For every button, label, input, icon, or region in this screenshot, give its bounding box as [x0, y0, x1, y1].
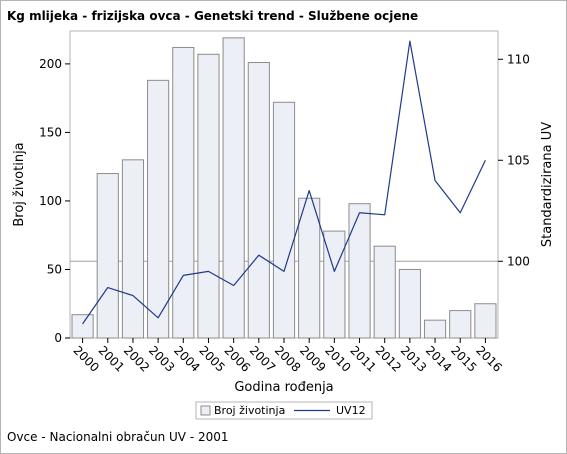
y2-tick-label-105: 105 [507, 153, 530, 167]
x-tick-label-2011: 2011 [347, 343, 378, 374]
legend-label-bar: Broj životinja [214, 404, 285, 417]
y-tick-label-200: 200 [39, 57, 62, 71]
bar-2011 [348, 203, 371, 339]
bar-2007 [247, 62, 270, 339]
bar-2014 [423, 319, 447, 339]
x-tick-label-2006: 2006 [222, 343, 253, 374]
series-line-uv12 [82, 40, 486, 325]
y-tick-label-150: 150 [39, 125, 62, 139]
y-tick-label-100: 100 [39, 194, 62, 208]
x-tick-label-2010: 2010 [322, 343, 353, 374]
x-axis-title: Godina rođenja [234, 380, 333, 395]
x-tick-label-2007: 2007 [247, 343, 278, 374]
x-tick-label-2002: 2002 [121, 343, 152, 374]
y-tick-label-50: 50 [47, 262, 62, 276]
y2-tick-label-100: 100 [507, 254, 530, 268]
legend-label-line: UV12 [336, 404, 366, 417]
bar-2006 [222, 37, 245, 339]
bar-2016 [474, 303, 497, 339]
bar-2004 [172, 46, 195, 339]
bar-2003 [147, 79, 170, 339]
x-tick-label-2000: 2000 [70, 343, 101, 374]
x-tick-label-2009: 2009 [297, 343, 328, 374]
x-tick-label-2005: 2005 [196, 343, 227, 374]
bar-2012 [373, 245, 396, 339]
bar-2005 [197, 53, 220, 339]
x-tick-label-2008: 2008 [272, 343, 303, 374]
chart-title: Kg mlijeka - frizijska ovca - Genetski t… [7, 9, 419, 23]
bar-2008 [272, 101, 296, 339]
legend: Broj životinja UV12 [195, 401, 373, 420]
y-tick-label-0: 0 [54, 331, 62, 345]
x-tick-label-2014: 2014 [423, 343, 454, 374]
bar-2009 [298, 197, 321, 339]
x-tick-label-2016: 2016 [473, 343, 504, 374]
bar-2015 [449, 310, 472, 339]
y-axis-title: Broj životinja [12, 142, 27, 226]
bar-series [71, 37, 497, 339]
legend-swatch-bar [200, 405, 211, 416]
y2-tick-label-110: 110 [507, 52, 530, 66]
line-series [82, 40, 486, 325]
x-tick-label-2001: 2001 [96, 343, 127, 374]
footnote: Ovce - Nacionalni obračun UV - 2001 [7, 430, 229, 444]
x-tick-label-2013: 2013 [398, 343, 429, 374]
bar-2001 [96, 173, 119, 339]
legend-box [195, 401, 373, 420]
bar-2002 [121, 159, 145, 339]
x-tick-label-2004: 2004 [171, 343, 202, 374]
bar-2000 [71, 314, 94, 339]
bar-2013 [398, 268, 421, 339]
x-tick-label-2003: 2003 [146, 343, 177, 374]
x-tick-label-2012: 2012 [373, 343, 404, 374]
x-tick-label-2015: 2015 [448, 343, 479, 374]
y2-axis-title: Standardizirana UV [540, 122, 555, 247]
